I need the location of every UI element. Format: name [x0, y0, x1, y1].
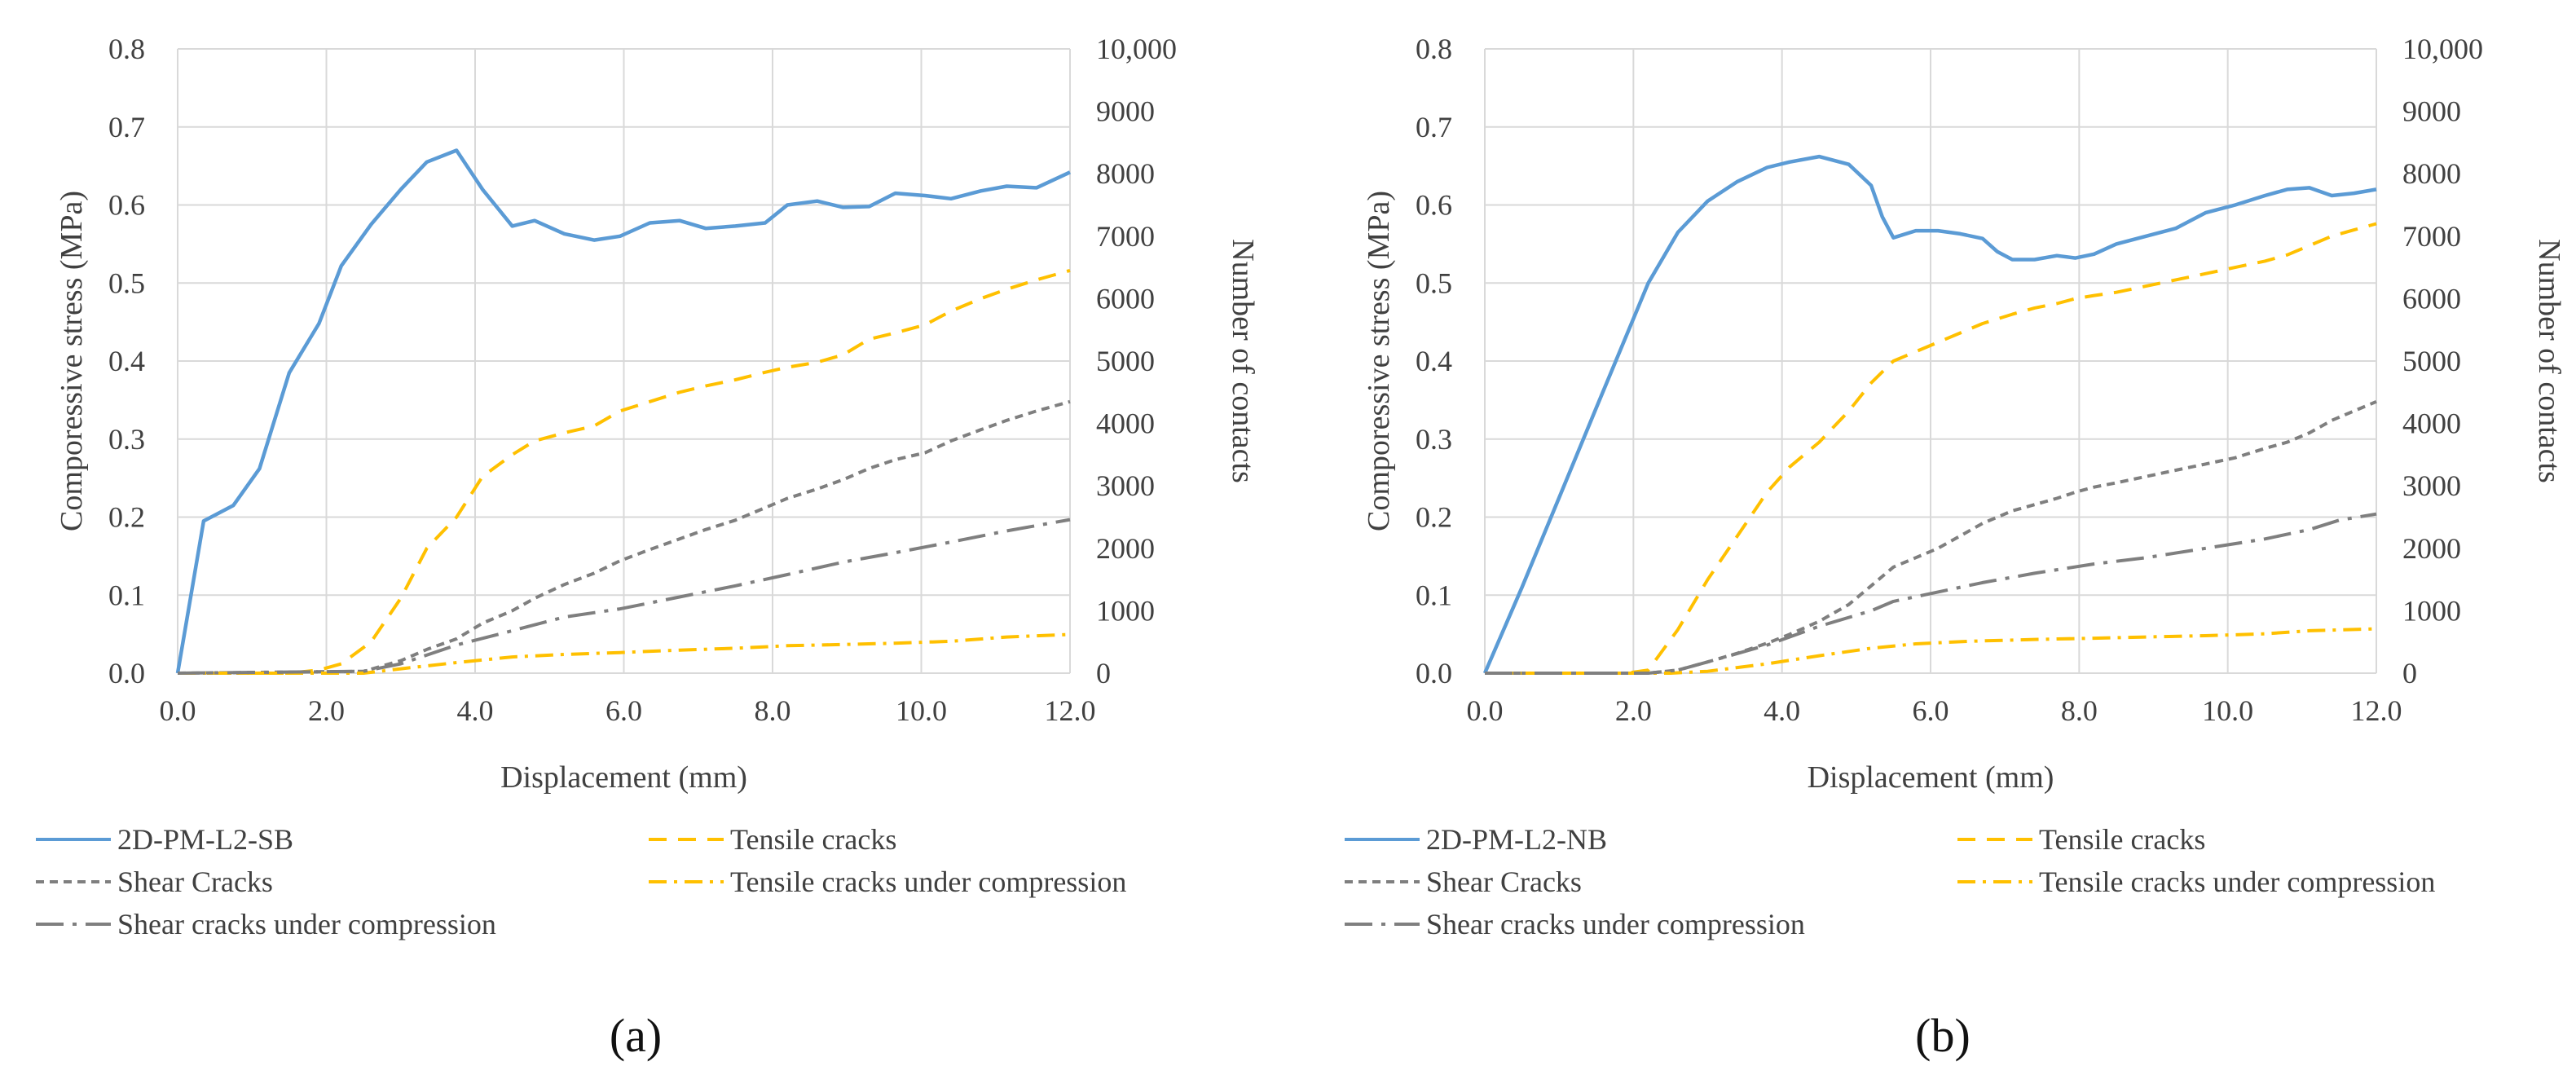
- y-tick-label: 0.5: [108, 266, 145, 299]
- chart-panel-a: 0.0 0.1 0.2 0.3 0.4 0.5 0.6 0.7 0.8 0.0 2.0 4.0 6.0 8…: [36, 33, 1260, 1062]
- y-tick-label: 0.1: [108, 579, 145, 611]
- y2-tick-label: 6000: [1096, 282, 1155, 315]
- series-line-0: [1482, 154, 2377, 674]
- y2-tick-label: 1000: [1096, 594, 1155, 627]
- x-tick-label: 2.0: [308, 694, 345, 727]
- chart-panel-b: 0.0 0.1 0.2 0.3 0.4 0.5 0.6 0.7 0.8 0.0 2.0 4.0 6.0 8…: [1345, 33, 2566, 1062]
- y-tick-label: 0.0: [1416, 657, 1452, 689]
- y2-tick-label: 9000: [2402, 95, 2461, 128]
- x-tick-label: 4.0: [457, 694, 494, 727]
- legend-label: Shear Cracks: [117, 866, 273, 898]
- y2-tick-label: 4000: [2402, 407, 2461, 440]
- y2-tick-label: 0: [2402, 657, 2417, 689]
- legend-label: Tensile cracks: [2039, 823, 2205, 856]
- legend-label: 2D-PM-L2-NB: [1426, 823, 1607, 856]
- y2-axis-title: Number of contacts: [1226, 239, 1260, 483]
- legend-label: Shear Cracks: [1426, 866, 1582, 898]
- x-tick-label: 6.0: [1913, 694, 1949, 727]
- y-tick-label: 0.7: [108, 111, 145, 143]
- y-tick-label: 0.2: [108, 501, 145, 534]
- series-line-3: [178, 632, 1071, 675]
- series-line-1: [178, 268, 1071, 675]
- x-tick-label: 0.0: [160, 694, 196, 727]
- y-tick-label: 0.4: [108, 345, 145, 377]
- x-axis-title: Displacement (mm): [500, 760, 747, 795]
- y2-axis-title: Number of contacts: [2532, 239, 2566, 483]
- y2-tick-label: 1000: [2402, 594, 2461, 627]
- series-line-3: [1485, 627, 2377, 675]
- y-tick-label: 0.8: [108, 33, 145, 65]
- y-tick-label: 0.2: [1416, 501, 1452, 534]
- panel-label: (b): [1915, 1009, 1971, 1062]
- legend-label: Tensile cracks: [730, 823, 896, 856]
- x-tick-label: 0.0: [1467, 694, 1504, 727]
- y2-tick-label: 8000: [2402, 157, 2461, 190]
- x-tick-label: 2.0: [1615, 694, 1652, 727]
- series-line-4: [1485, 512, 2377, 675]
- series-line-4: [177, 518, 1071, 675]
- y-axis-title: Comporessive stress (MPa): [1362, 191, 1396, 531]
- legend-label: Tensile cracks under compression: [730, 866, 1126, 898]
- y2-tick-label: 8000: [1096, 157, 1155, 190]
- y-tick-label: 0.3: [108, 423, 145, 456]
- x-tick-label: 10.0: [2202, 694, 2253, 727]
- y2-tick-label: 6000: [2402, 282, 2461, 315]
- legend-label: Tensile cracks under compression: [2039, 866, 2435, 898]
- y2-tick-label: 5000: [2402, 345, 2461, 377]
- series-line-1: [1485, 222, 2377, 675]
- y-tick-label: 0.8: [1416, 33, 1452, 65]
- legend-label: 2D-PM-L2-SB: [117, 823, 293, 856]
- y-tick-label: 0.6: [1416, 189, 1452, 222]
- y2-tick-label: 3000: [2402, 469, 2461, 502]
- y2-tick-label: 10,000: [1096, 33, 1177, 65]
- y2-tick-label: 5000: [1096, 345, 1155, 377]
- y2-tick-label: 3000: [1096, 469, 1155, 502]
- y-tick-label: 0.3: [1416, 423, 1452, 456]
- y-tick-label: 0.0: [108, 657, 145, 689]
- y2-tick-label: 7000: [1096, 220, 1155, 253]
- y-tick-label: 0.4: [1416, 345, 1452, 377]
- series-line-0: [175, 148, 1071, 674]
- x-axis-title: Displacement (mm): [1808, 760, 2054, 795]
- series-line-2: [177, 399, 1071, 675]
- y2-tick-label: 0: [1096, 657, 1111, 689]
- x-tick-label: 12.0: [1045, 694, 1096, 727]
- x-tick-label: 6.0: [605, 694, 642, 727]
- panel-label: (a): [610, 1009, 662, 1062]
- y2-tick-label: 9000: [1096, 95, 1155, 128]
- y2-tick-label: 2000: [2402, 532, 2461, 565]
- y2-tick-label: 7000: [2402, 220, 2461, 253]
- y2-tick-label: 4000: [1096, 407, 1155, 440]
- x-tick-label: 12.0: [2351, 694, 2402, 727]
- x-tick-label: 10.0: [896, 694, 947, 727]
- x-tick-label: 8.0: [2061, 694, 2098, 727]
- y-tick-label: 0.6: [108, 189, 145, 222]
- y-tick-label: 0.5: [1416, 266, 1452, 299]
- y-axis-title: Comporessive stress (MPa): [55, 191, 89, 531]
- legend-label: Shear cracks under compression: [117, 908, 496, 940]
- y2-tick-label: 2000: [1096, 532, 1155, 565]
- x-tick-label: 4.0: [1764, 694, 1800, 727]
- x-tick-label: 8.0: [755, 694, 791, 727]
- y-tick-label: 0.7: [1416, 111, 1452, 143]
- y2-tick-label: 10,000: [2402, 33, 2483, 65]
- legend-label: Shear cracks under compression: [1426, 908, 1805, 940]
- y-tick-label: 0.1: [1416, 579, 1452, 611]
